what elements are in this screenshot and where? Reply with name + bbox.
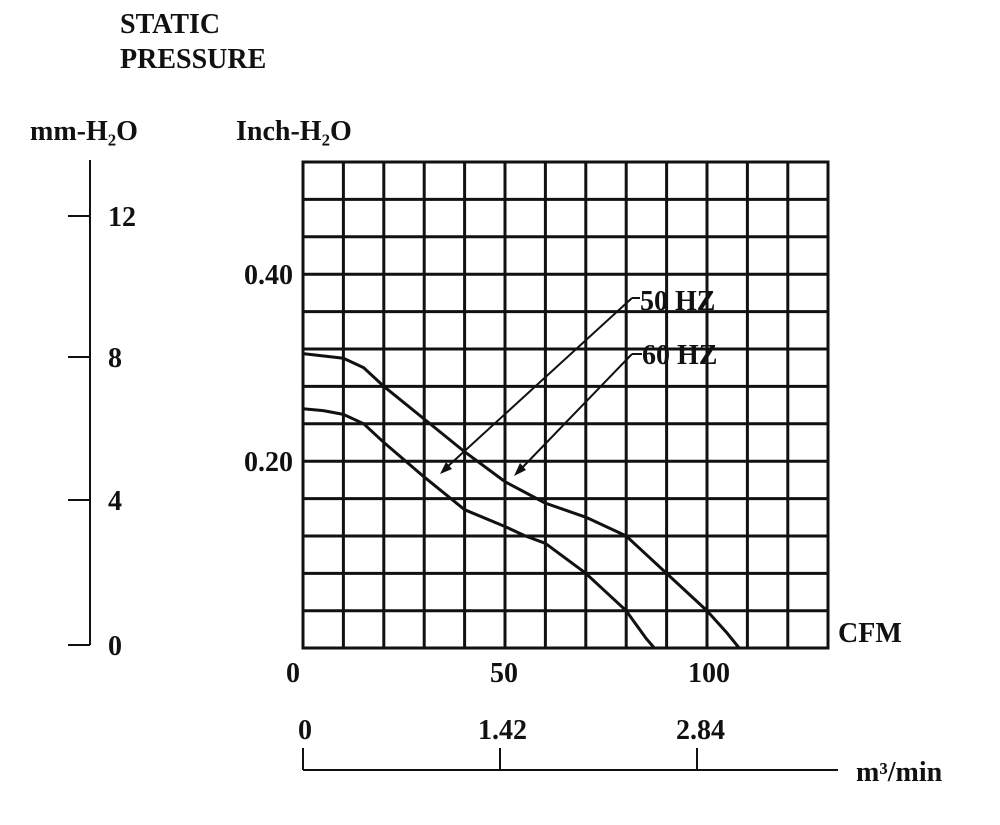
series-50hz-callout-line <box>445 297 633 469</box>
left-axis-tick-label-12: 12 <box>108 202 136 233</box>
plot-frame <box>301 160 830 650</box>
series-60hz-line <box>301 352 741 650</box>
series-60hz-callout-arrowhead <box>514 463 526 476</box>
chart-title-line-1: STATIC <box>120 9 220 40</box>
series-50hz-line <box>301 407 656 650</box>
series-layer <box>301 352 741 650</box>
secondary-x-axis: 0 1.42 2.84 m³/min <box>298 715 943 788</box>
left-axis-tick-label-8: 8 <box>108 343 122 374</box>
x-tick-label-100: 100 <box>688 658 730 689</box>
secondary-x-tick-label-142: 1.42 <box>478 715 527 746</box>
secondary-x-tick-label-284: 2.84 <box>676 715 725 746</box>
left-axis-label: mm-H₂O <box>30 116 138 147</box>
x-tick-label-0: 0 <box>286 658 300 689</box>
left-axis-tick-label-0: 0 <box>108 631 122 662</box>
series-60hz-label: 60 HZ <box>642 340 717 371</box>
left-axis-tick-label-4: 4 <box>108 486 122 517</box>
y-tick-label-020: 0.20 <box>244 447 293 478</box>
y-axis-label: Inch-H₂O <box>236 116 352 147</box>
series-50hz-callout-arrowhead <box>440 462 452 474</box>
chart-title-line-2: PRESSURE <box>120 44 266 75</box>
y-tick-label-040: 0.40 <box>244 260 293 291</box>
secondary-x-axis-label: m³/min <box>856 757 943 788</box>
series-60hz-callout-line <box>519 353 633 471</box>
plot-grid <box>301 160 830 650</box>
series-50hz-label: 50 HZ <box>640 286 715 317</box>
x-tick-label-50: 50 <box>490 658 518 689</box>
x-axis-label: CFM <box>838 618 902 649</box>
secondary-x-tick-label-0: 0 <box>298 715 312 746</box>
series-callouts: 50 HZ 60 HZ <box>440 286 717 476</box>
left-axis: 12 8 4 0 <box>68 160 136 662</box>
